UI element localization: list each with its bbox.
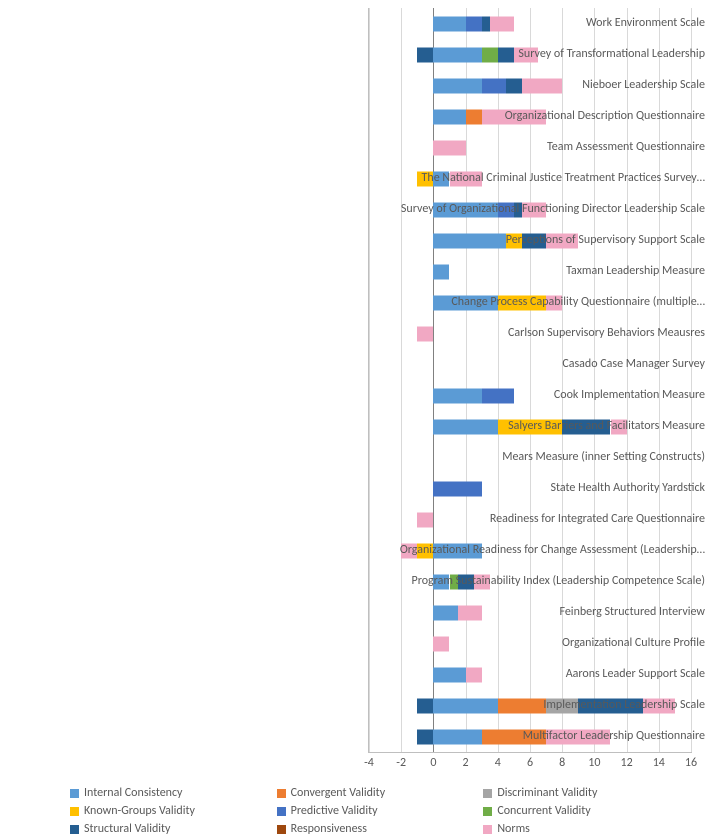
x-tick-label: 6 <box>527 756 533 770</box>
y-axis-label: Program Sustainability Index (Leadership… <box>345 575 705 587</box>
legend-swatch <box>277 789 286 798</box>
legend-item: Predictive Validity <box>277 804 466 818</box>
y-axis-label: Work Environment Scale <box>345 17 705 29</box>
legend: Internal Consistency Convergent Validity D… <box>70 786 690 840</box>
x-tick-label: 14 <box>653 756 665 770</box>
y-axis-label: Change Process Capability Questionnaire … <box>345 296 705 308</box>
legend-label: Internal Consistency <box>84 786 183 800</box>
legend-item: Structural Validity <box>70 822 259 836</box>
legend-label: Known-Groups Validity <box>84 804 195 818</box>
x-tick-label: -4 <box>364 756 374 770</box>
y-axis-label: Perceptions of Supervisory Support Scale <box>345 234 705 246</box>
legend-swatch <box>483 789 492 798</box>
y-axis-label: Implementation Leadership Scale <box>345 699 705 711</box>
x-tick-label: 2 <box>463 756 469 770</box>
legend-label: Discriminant Validity <box>497 786 597 800</box>
legend-swatch <box>70 825 79 834</box>
legend-item: Concurrent Validity <box>483 804 672 818</box>
y-axis-label: Carlson Supervisory Behaviors Meausres <box>345 327 705 339</box>
y-axis-label: Survey of Organizational Functioning Dir… <box>345 203 705 215</box>
legend-label: Norms <box>497 822 530 836</box>
legend-item: Known-Groups Validity <box>70 804 259 818</box>
legend-swatch <box>483 807 492 816</box>
x-tick-label: 8 <box>559 756 565 770</box>
y-axis-label: Taxman Leadership Measure <box>345 265 705 277</box>
y-axis-label: Multifactor Leadership Questionnaire <box>345 730 705 742</box>
legend-label: Responsiveness <box>291 822 367 836</box>
x-tick-label: 10 <box>588 756 600 770</box>
y-axis-label: Feinberg Structured Interview <box>345 606 705 618</box>
legend-label: Predictive Validity <box>291 804 378 818</box>
legend-swatch <box>70 807 79 816</box>
legend-swatch <box>277 807 286 816</box>
y-axis-label: Organizational Culture Profile <box>345 637 705 649</box>
legend-item: Discriminant Validity <box>483 786 672 800</box>
legend-item: Convergent Validity <box>277 786 466 800</box>
x-tick-label: -2 <box>396 756 406 770</box>
y-axis-label: Organizational Readiness for Change Asse… <box>345 544 705 556</box>
chart-container: -4 -2 0 2 4 6 8 10 12 14 16 Work Environment Scale… <box>0 0 705 833</box>
legend-item: Norms <box>483 822 672 836</box>
y-axis-label: Survey of Transformational Leadership <box>345 48 705 60</box>
x-tick-label: 16 <box>685 756 697 770</box>
y-axis-label: Casado Case Manager Survey <box>345 358 705 370</box>
y-axis-label: Salyers Barriers and Facilitators Measur… <box>345 420 705 432</box>
legend-item: Internal Consistency <box>70 786 259 800</box>
legend-item: Responsiveness <box>277 822 466 836</box>
y-axis-label: Nieboer Leadership Scale <box>345 79 705 91</box>
y-axis-label: Aarons Leader Support Scale <box>345 668 705 680</box>
legend-swatch <box>483 825 492 834</box>
legend-label: Structural Validity <box>84 822 170 836</box>
y-axis-label: The National Criminal Justice Treatment … <box>345 172 705 184</box>
legend-label: Concurrent Validity <box>497 804 590 818</box>
y-axis-label: Team Assessment Questionnaire <box>345 141 705 153</box>
y-axis-label: State Health Authority Yardstick <box>345 482 705 494</box>
legend-swatch <box>277 825 286 834</box>
y-axis-label: Cook Implementation Measure <box>345 389 705 401</box>
legend-swatch <box>70 789 79 798</box>
x-tick-label: 12 <box>621 756 633 770</box>
y-axis-label: Readiness for Integrated Care Questionna… <box>345 513 705 525</box>
y-axis-label: Mears Measure (inner Setting Constructs) <box>345 451 705 463</box>
y-axis-label: Organizational Description Questionnaire <box>345 110 705 122</box>
x-tick-label: 4 <box>495 756 501 770</box>
x-tick-label: 0 <box>430 756 436 770</box>
legend-label: Convergent Validity <box>291 786 385 800</box>
